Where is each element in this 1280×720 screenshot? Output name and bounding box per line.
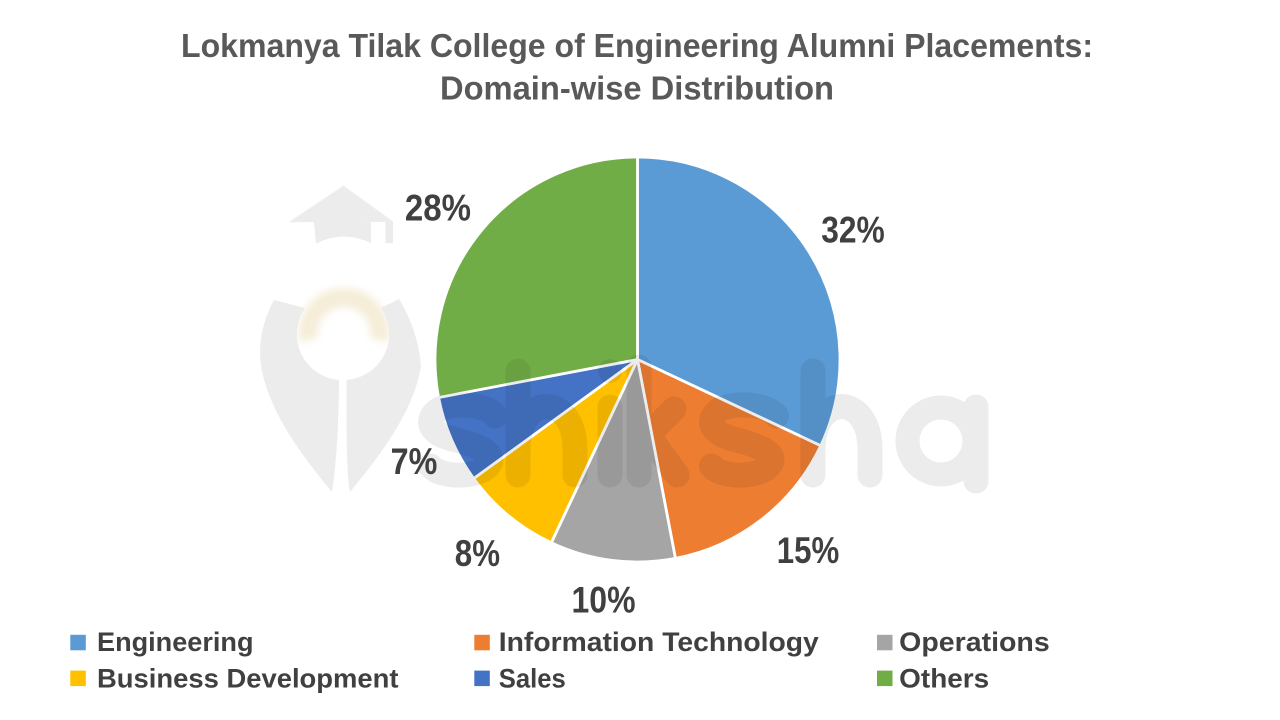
- svg-text:8%: 8%: [455, 533, 500, 574]
- svg-text:15%: 15%: [777, 530, 840, 571]
- svg-text:Operations: Operations: [899, 627, 1049, 657]
- svg-text:Information Technology: Information Technology: [499, 627, 819, 657]
- svg-text:Engineering: Engineering: [97, 627, 254, 657]
- svg-text:Sales: Sales: [499, 663, 566, 693]
- svg-text:32%: 32%: [821, 210, 885, 251]
- svg-text:Others: Others: [899, 663, 989, 693]
- svg-text:Domain-wise Distribution: Domain-wise Distribution: [440, 70, 834, 107]
- svg-text:10%: 10%: [572, 579, 636, 620]
- svg-text:7%: 7%: [391, 441, 438, 482]
- svg-text:28%: 28%: [405, 187, 471, 228]
- svg-text:Lokmanya Tilak College of Engi: Lokmanya Tilak College of Engineering Al…: [181, 28, 1093, 65]
- svg-text:Business Development: Business Development: [97, 663, 399, 693]
